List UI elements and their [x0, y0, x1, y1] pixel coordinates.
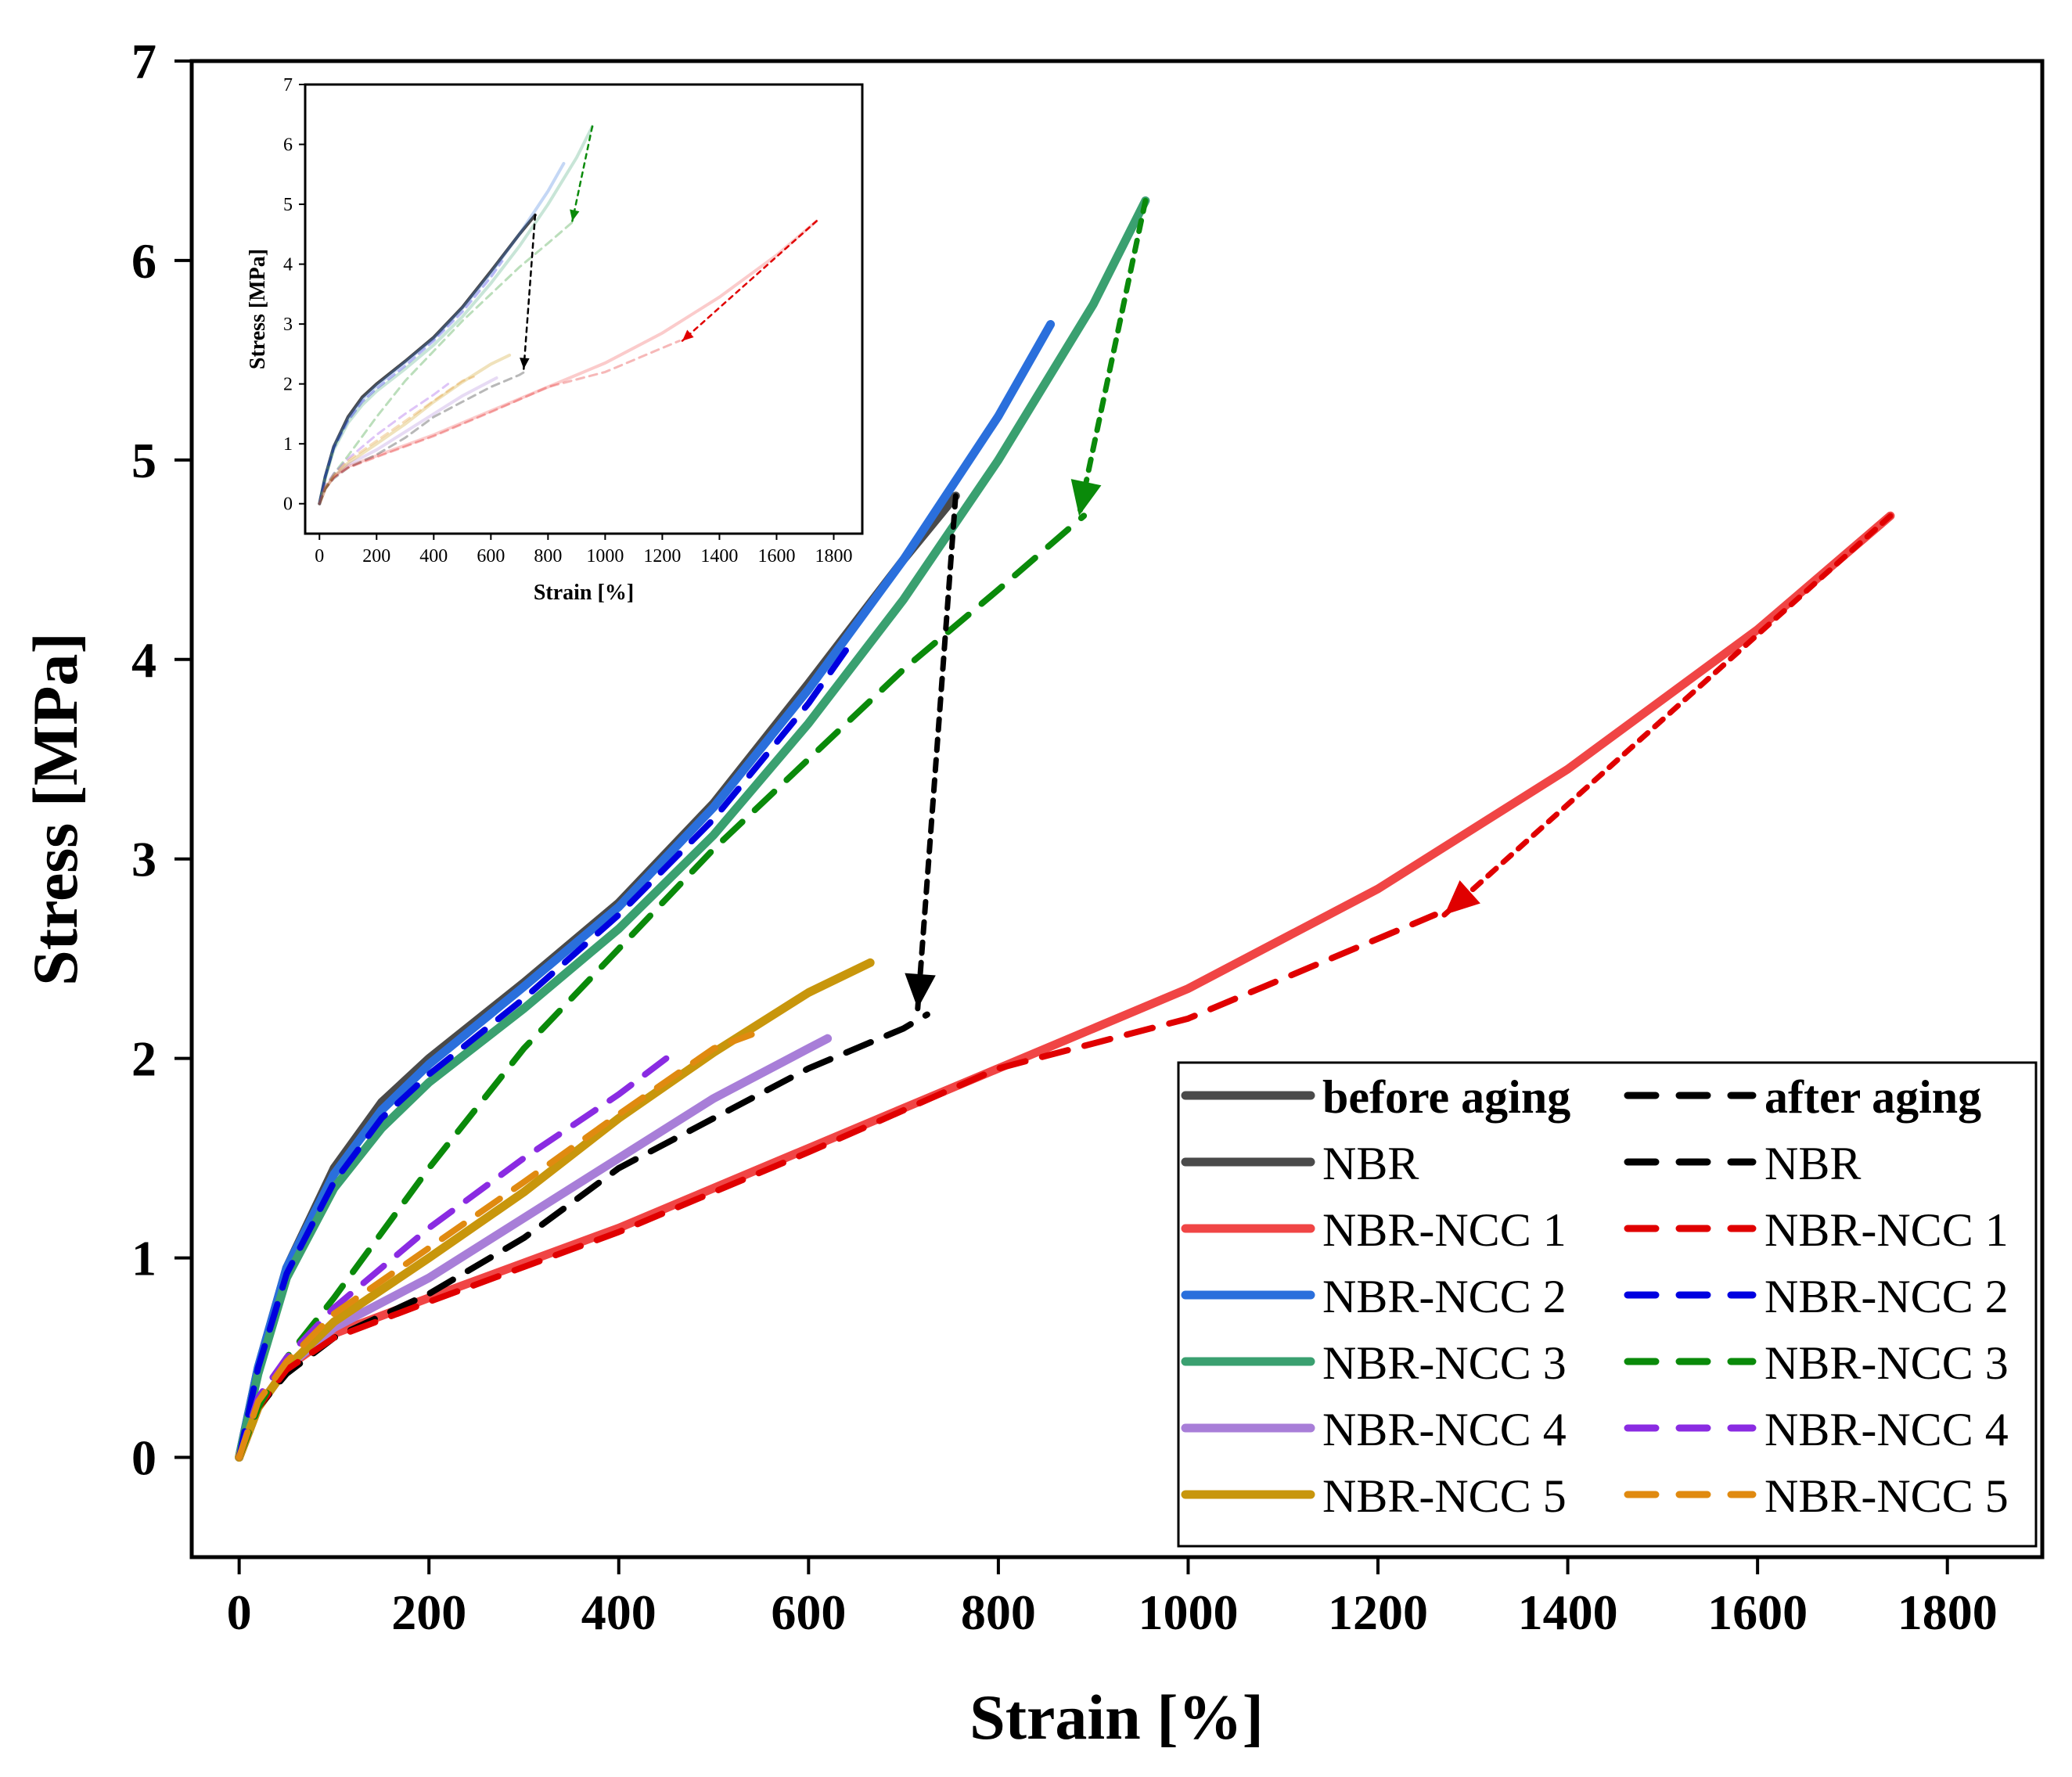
legend-label-after: NBR-NCC 5: [1764, 1470, 2009, 1522]
inset-nbr-ncc-3-aging-arrow-shaft: [571, 125, 594, 222]
x-tick-label: 200: [391, 1585, 466, 1640]
x-tick-label: 0: [227, 1585, 252, 1640]
inset-x-tick-label: 0: [315, 546, 324, 567]
nbr-aging-arrow-head: [905, 973, 936, 1009]
nbr-ncc-1-aging-arrow-shaft: [1441, 513, 1894, 918]
inset-x-tick-label: 800: [534, 546, 562, 567]
inset-x-axis-label: Strain [%]: [534, 581, 634, 605]
legend-rows: before aging after aging NBR NBR NBR-NCC 1 NB…: [1181, 1071, 2009, 1522]
legend: before aging after aging NBR NBR NBR-NCC 1 NB…: [1177, 1061, 2038, 1548]
inset-series-line-nbr-before-aging: [318, 213, 537, 505]
inset-y-tick-label: 1: [283, 434, 293, 455]
nbr-ncc-3-aging-arrow-head: [1070, 479, 1102, 516]
inset-x-tick-label: 1400: [700, 546, 738, 567]
legend-label-after: after aging: [1764, 1071, 1981, 1123]
inset-nbr-ncc-3-aging-arrow-head: [570, 209, 580, 221]
y-tick-label: 5: [131, 433, 156, 488]
plot-frame: [189, 59, 2045, 1559]
x-tick-label: 1600: [1707, 1585, 1808, 1640]
inset-series-line-nbr-ncc-2-after-aging: [318, 260, 504, 505]
inset-axes: 0 200 400 600 800 1000 1200 1400 1600 1800 0 1 2 3 4 5 6…: [283, 75, 852, 567]
series-line-nbr-ncc-2-after-aging: [236, 646, 850, 1461]
y-tick-label: 7: [131, 34, 156, 89]
inset-x-tick-label: 600: [477, 546, 505, 567]
legend-label-after: NBR-NCC 1: [1764, 1204, 2009, 1256]
legend-label-after: NBR-NCC 2: [1764, 1271, 2009, 1322]
series-line-nbr-after-aging: [236, 1011, 930, 1461]
inset-series-line-nbr-ncc-1-after-aging: [318, 340, 681, 505]
inset-aging-arrows: [520, 125, 818, 370]
inset-nbr-ncc-1-aging-arrow-shaft: [681, 220, 818, 342]
x-axis-label: Strain [%]: [969, 1682, 1264, 1753]
x-tick-label: 1200: [1328, 1585, 1428, 1640]
inset-y-tick-label: 3: [283, 315, 293, 335]
legend-label-before: NBR-NCC 4: [1322, 1404, 1567, 1455]
legend-label-after: NBR-NCC 3: [1764, 1337, 2009, 1389]
legend-label-before: NBR-NCC 5: [1322, 1470, 1567, 1522]
x-tick-label: 800: [961, 1585, 1036, 1640]
inset-nbr-aging-arrow-head: [520, 358, 530, 369]
inset-y-tick-label: 0: [283, 495, 293, 515]
legend-label-before: NBR-NCC 3: [1322, 1337, 1567, 1389]
x-tick-label: 1800: [1898, 1585, 1998, 1640]
inset-y-tick-label: 7: [283, 75, 293, 95]
series-line-nbr-ncc-5-before-aging: [235, 958, 875, 1462]
legend-label-before: NBR: [1322, 1138, 1419, 1189]
inset-x-tick-label: 1000: [586, 546, 624, 567]
inset-background: [305, 85, 862, 534]
inset-series-line-nbr-ncc-3-before-aging: [318, 124, 594, 505]
inset-series-line-nbr-ncc-5-before-aging: [318, 353, 512, 505]
inset-series-line-nbr-ncc-5-after-aging: [318, 376, 475, 505]
legend-label-before: NBR-NCC 2: [1322, 1271, 1567, 1322]
inset-y-axis-label: Stress [MPa]: [246, 249, 270, 369]
inset-series-line-nbr-ncc-2-before-aging: [318, 162, 566, 505]
y-tick-label: 3: [131, 832, 156, 887]
series-line-nbr-ncc-1-after-aging: [236, 912, 1438, 1461]
main-series-group: [235, 196, 1895, 1462]
y-tick-label: 6: [131, 233, 156, 289]
aging-arrows: [905, 197, 1894, 1012]
inset-series-line-nbr-ncc-3-after-aging: [318, 220, 575, 505]
inset-y-tick-label: 6: [283, 135, 293, 156]
x-tick-label: 1400: [1518, 1585, 1618, 1640]
inset-frame: [304, 83, 864, 535]
legend-label-after: NBR-NCC 4: [1764, 1404, 2009, 1455]
inset-x-tick-label: 1600: [757, 546, 795, 567]
inset-chart: 0 200 400 600 800 1000 1200 1400 1600 1800 0 1 2 3 4 5 6…: [246, 75, 864, 605]
y-tick-label: 0: [131, 1430, 156, 1486]
x-tick-label: 1000: [1138, 1585, 1238, 1640]
inset-y-tick-label: 2: [283, 375, 293, 395]
inset-series-line-nbr-ncc-4-before-aging: [318, 376, 498, 505]
main-axes: 0 200 400 600 800 1000 1200 1400 1600 18000123456…: [131, 34, 1998, 1640]
inset-y-tick-label: 5: [283, 195, 293, 215]
legend-label-after: NBR: [1764, 1138, 1861, 1189]
nbr-ncc-3-aging-arrow-shaft: [1076, 197, 1149, 519]
legend-label-before: before aging: [1322, 1071, 1570, 1123]
nbr-ncc-1-aging-arrow-head: [1444, 880, 1480, 915]
inset-x-tick-label: 1200: [643, 546, 681, 567]
inset-series-line-nbr-after-aging: [318, 369, 528, 505]
nbr-aging-arrow-shaft: [915, 493, 959, 1012]
inset-series-group: [318, 124, 818, 505]
inset-y-tick-label: 4: [283, 255, 293, 275]
legend-box: [1177, 1061, 2038, 1548]
inset-x-tick-label: 1800: [815, 546, 852, 567]
series-line-nbr-ncc-5-after-aging: [236, 1031, 755, 1461]
y-tick-label: 1: [131, 1231, 156, 1286]
inset-x-tick-label: 400: [419, 546, 448, 567]
inset-x-tick-label: 200: [362, 546, 390, 567]
y-tick-label: 4: [131, 632, 156, 688]
x-tick-label: 400: [581, 1585, 656, 1640]
inset-series-line-nbr-ncc-1-before-aging: [318, 219, 818, 505]
x-tick-label: 600: [771, 1585, 846, 1640]
y-tick-label: 2: [131, 1031, 156, 1087]
y-axis-label: Stress [MPa]: [20, 632, 91, 986]
inset-series-line-nbr-ncc-4-after-aging: [318, 383, 450, 505]
inset-nbr-ncc-1-aging-arrow-head: [682, 329, 694, 341]
inset-nbr-aging-arrow-shaft: [523, 214, 537, 370]
legend-label-before: NBR-NCC 1: [1322, 1204, 1567, 1256]
